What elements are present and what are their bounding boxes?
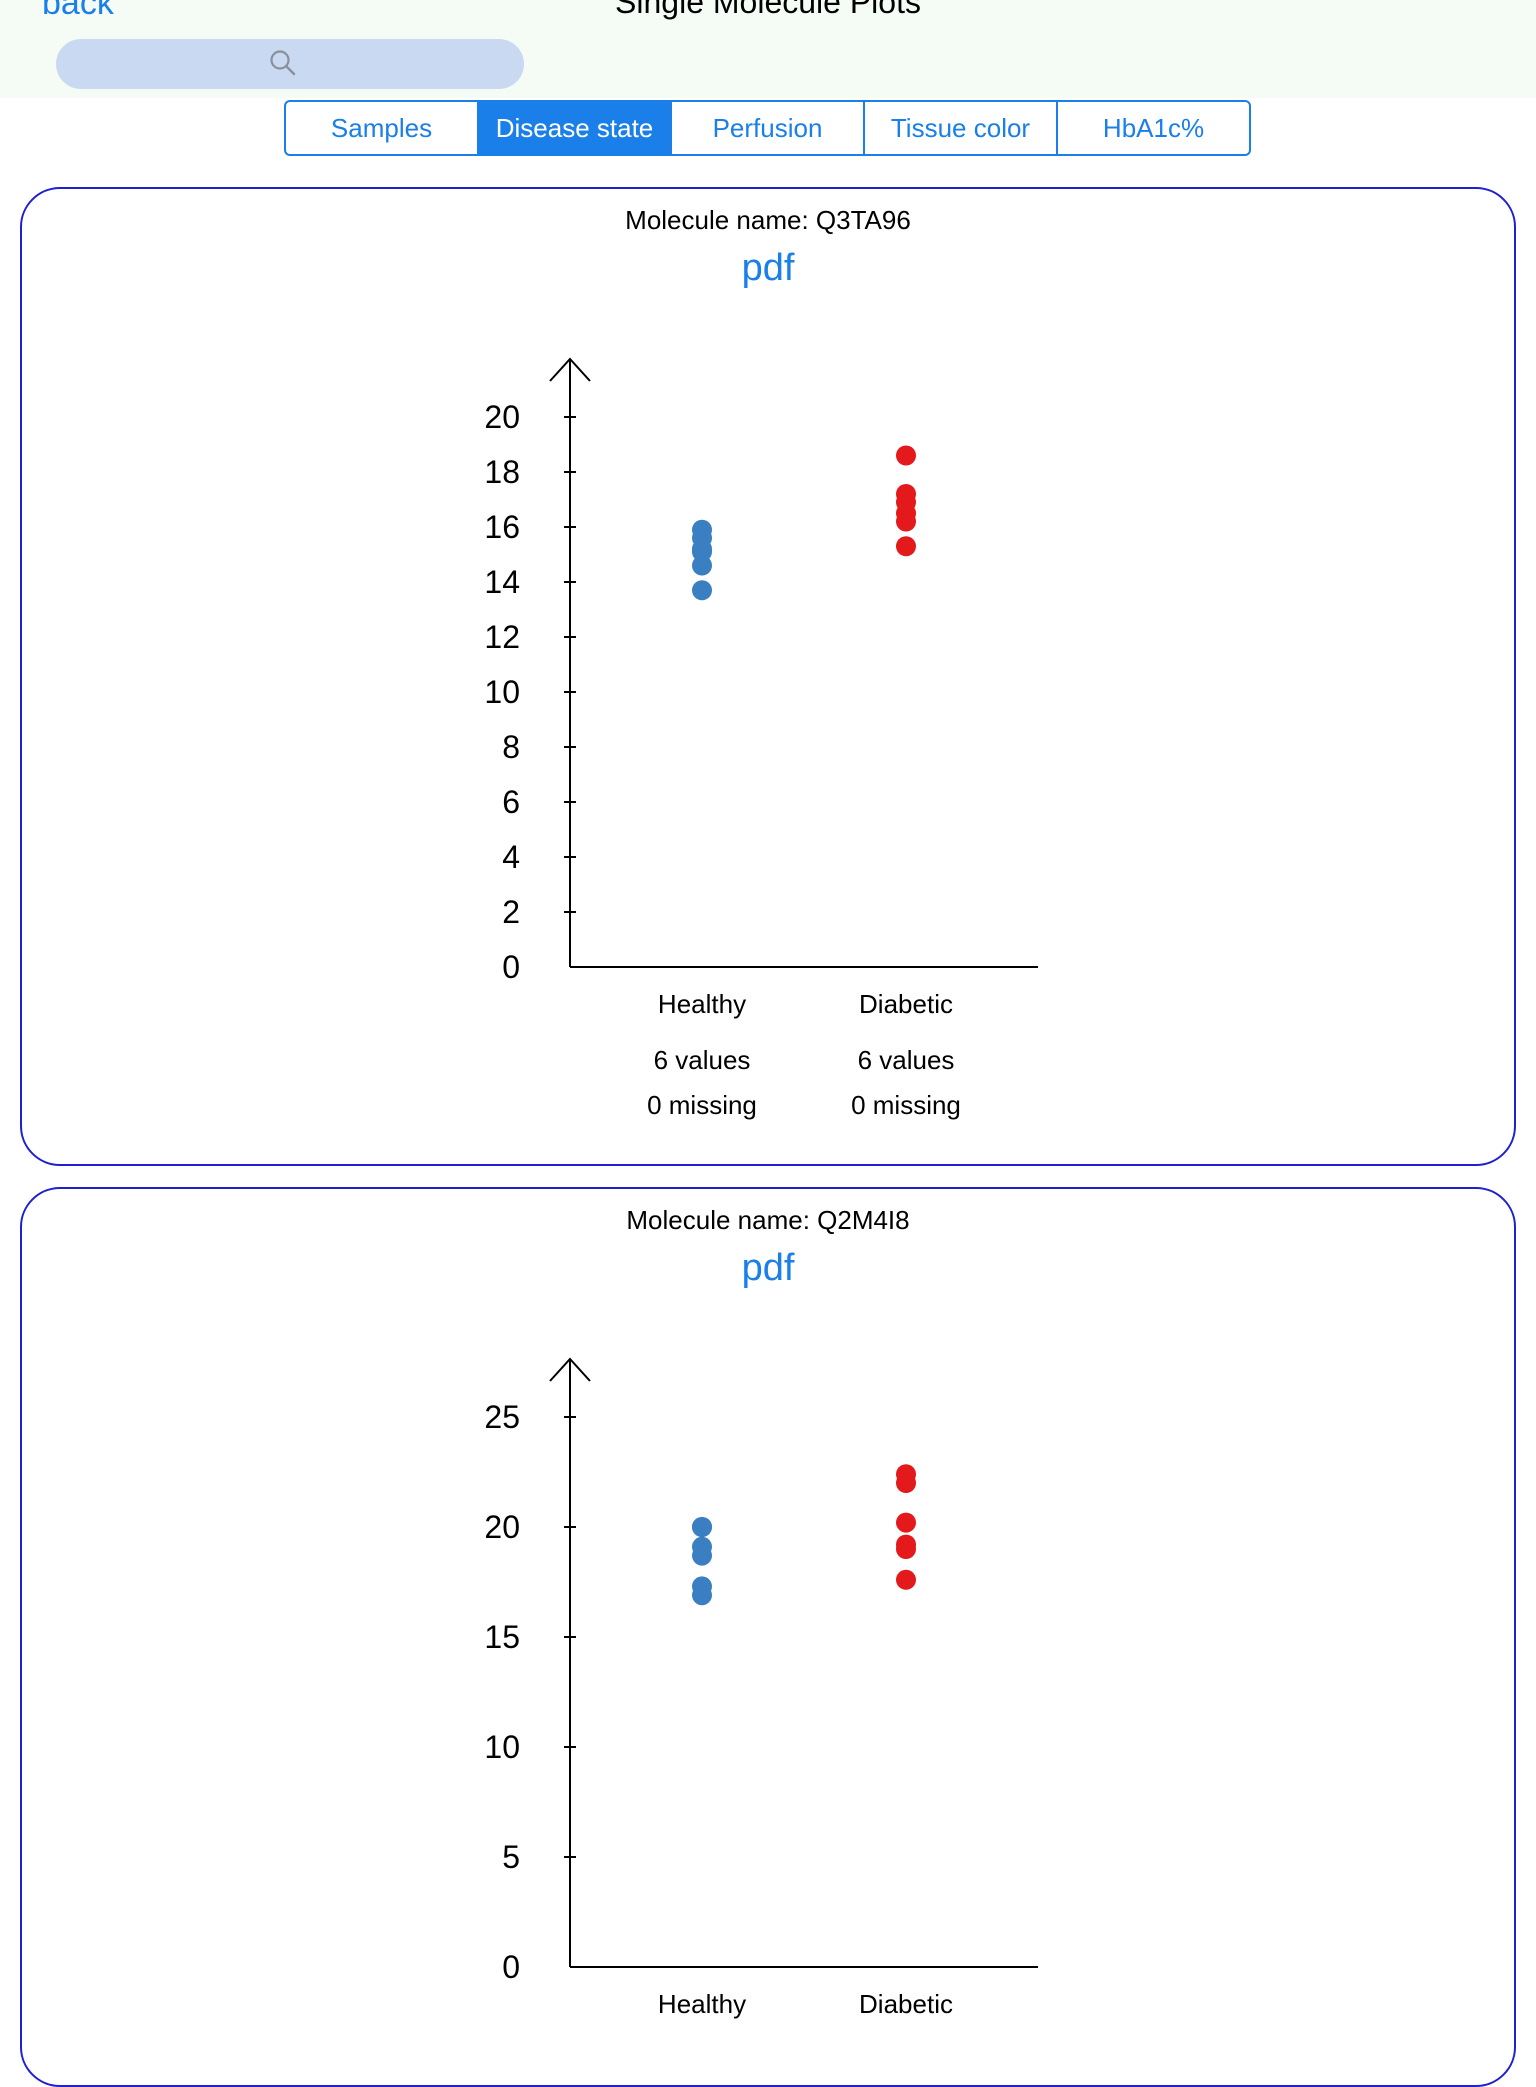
y-tick-label: 14 (484, 564, 520, 600)
data-point (896, 1569, 916, 1590)
data-point (692, 580, 712, 601)
data-point (692, 555, 712, 576)
x-category-label: Healthy (658, 1989, 746, 2019)
y-tick-label: 2 (502, 894, 520, 930)
magnifier-icon (268, 48, 298, 83)
y-tick-label: 12 (484, 619, 520, 655)
data-point (896, 484, 916, 504)
data-point (692, 1517, 712, 1537)
data-point (896, 1534, 916, 1555)
data-point (896, 536, 916, 557)
y-axis-arrow-icon (549, 357, 591, 382)
pdf-link[interactable]: pdf (741, 247, 795, 289)
pdf-link[interactable]: pdf (741, 1247, 795, 1289)
y-tick-label: 0 (502, 1949, 520, 1985)
y-tick-label: 10 (484, 674, 520, 710)
data-point (692, 1576, 712, 1597)
data-point (896, 445, 916, 466)
tab-perfusion[interactable]: Perfusion (672, 102, 865, 154)
y-tick-label: 6 (502, 784, 520, 820)
count-label: 6 values (654, 1045, 751, 1075)
tab-disease-state[interactable]: Disease state (479, 102, 672, 154)
y-tick-label: 25 (484, 1399, 520, 1435)
y-tick-label: 10 (484, 1729, 520, 1765)
y-tick-label: 20 (484, 399, 520, 435)
y-tick-label: 15 (484, 1619, 520, 1655)
header: back Single Molecule Plots (0, 0, 1536, 98)
x-category-label: Diabetic (859, 989, 953, 1019)
page-title: Single Molecule Plots (615, 0, 921, 20)
back-link[interactable]: back (42, 0, 114, 22)
y-tick-label: 20 (484, 1509, 520, 1545)
data-point (896, 1464, 916, 1485)
count-label: 0 missing (851, 1090, 961, 1120)
scatter-chart: 0 5 10 15 20 25 Healthy Diabetic (484, 1357, 1038, 2019)
x-category-label: Diabetic (859, 1989, 953, 2019)
molecule-name-label: Molecule name: Q2M4I8 (626, 1205, 910, 1235)
search-input[interactable] (76, 39, 324, 91)
count-label: 0 missing (647, 1090, 757, 1120)
tab-samples[interactable]: Samples (286, 102, 479, 154)
tab-tissue-color[interactable]: Tissue color (865, 102, 1058, 154)
data-point (692, 519, 712, 540)
count-label: 6 values (858, 1045, 955, 1075)
search-bar[interactable] (56, 39, 524, 91)
grouping-segmented-control: Samples Disease state Perfusion Tissue c… (284, 100, 1251, 156)
molecule-card-1: Molecule name: Q3TA96 pdf 0 2 4 6 8 10 12 14 16 1… (20, 187, 1516, 1166)
y-tick-label: 5 (502, 1839, 520, 1875)
data-point (692, 1536, 712, 1557)
x-category-label: Healthy (658, 989, 746, 1019)
y-tick-label: 4 (502, 839, 520, 875)
y-axis-arrow-icon (549, 1357, 591, 1382)
tab-hba1c[interactable]: HbA1c% (1102, 112, 1205, 143)
y-tick-label: 8 (502, 729, 520, 765)
molecule-card-2: Molecule name: Q2M4I8 pdf 0 5 10 15 20 25 Heal… (20, 1187, 1516, 2087)
molecule-name-label: Molecule name: Q3TA96 (625, 205, 911, 235)
scatter-chart: 0 2 4 6 8 10 12 14 16 18 20 Healthy Diabetic 6 values… (484, 357, 1038, 1120)
y-tick-label: 18 (484, 454, 520, 490)
y-tick-label: 16 (484, 509, 520, 545)
y-tick-label: 0 (502, 949, 520, 985)
data-point (896, 1512, 916, 1533)
